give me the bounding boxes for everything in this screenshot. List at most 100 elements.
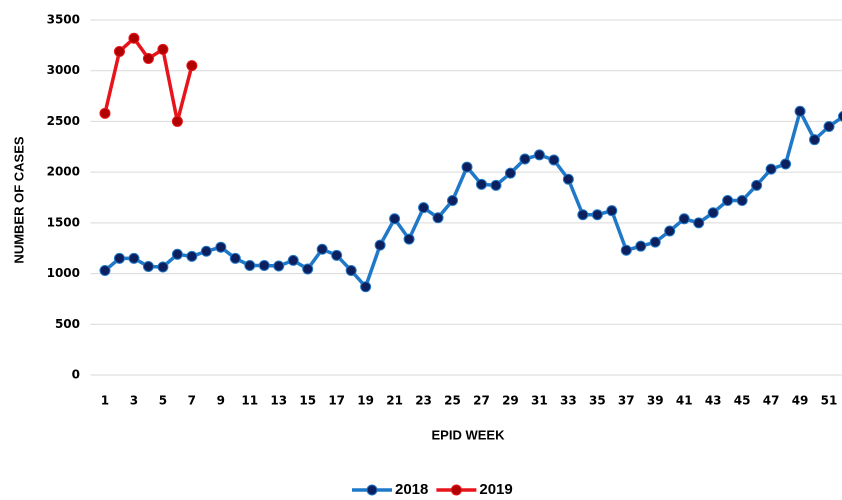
- data-point: [142, 53, 154, 65]
- x-tick-label: 43: [705, 394, 722, 408]
- data-point: [244, 259, 256, 271]
- data-point: [389, 213, 401, 225]
- x-axis-title: EPID WEEK: [432, 427, 506, 442]
- data-point: [533, 149, 545, 161]
- data-point: [345, 265, 357, 277]
- data-point: [765, 163, 777, 175]
- data-point: [751, 179, 763, 191]
- x-tick-label: 3: [130, 394, 138, 408]
- data-point: [200, 245, 212, 257]
- x-tick-label: 45: [734, 394, 751, 408]
- data-point: [722, 195, 734, 207]
- data-point: [128, 252, 140, 264]
- data-point: [475, 178, 487, 190]
- data-point: [99, 107, 111, 119]
- x-tick-label: 13: [270, 394, 287, 408]
- data-point: [113, 252, 125, 264]
- data-point: [113, 45, 125, 57]
- x-tick-label: 31: [531, 394, 548, 408]
- y-tick-label: 3000: [47, 63, 80, 77]
- data-point: [548, 154, 560, 166]
- data-point: [157, 261, 169, 273]
- x-tick-label: 15: [299, 394, 316, 408]
- data-point: [157, 43, 169, 55]
- data-point: [171, 248, 183, 260]
- data-point: [649, 236, 661, 248]
- y-tick-label: 0: [72, 368, 80, 382]
- x-tick-label: 11: [241, 394, 258, 408]
- x-tick-label: 33: [560, 394, 577, 408]
- data-point: [374, 239, 386, 251]
- y-tick-label: 1000: [47, 266, 80, 280]
- data-point: [736, 195, 748, 207]
- data-point: [490, 179, 502, 191]
- data-point: [142, 260, 154, 272]
- x-tick-label: 49: [792, 394, 809, 408]
- data-point: [171, 115, 183, 127]
- x-tick-label: 51: [821, 394, 838, 408]
- data-point: [273, 260, 285, 272]
- data-point: [823, 121, 835, 132]
- data-point: [562, 173, 574, 185]
- x-tick-label: 35: [589, 394, 606, 408]
- x-tick-label: 1: [101, 394, 109, 408]
- data-point: [287, 254, 299, 266]
- y-tick-label: 1500: [47, 215, 80, 229]
- data-point: [418, 202, 430, 214]
- x-tick-label: 21: [386, 394, 403, 408]
- data-point: [403, 233, 415, 245]
- x-tick-label: 19: [357, 394, 374, 408]
- y-tick-label: 2000: [47, 165, 80, 179]
- data-point: [360, 281, 372, 293]
- data-point: [99, 265, 111, 277]
- data-point: [678, 213, 690, 225]
- data-point: [215, 241, 227, 253]
- x-tick-label: 37: [618, 394, 635, 408]
- x-tick-label: 17: [328, 394, 345, 408]
- data-point: [809, 134, 821, 146]
- data-point: [794, 105, 806, 117]
- y-tick-label: 500: [55, 317, 80, 331]
- x-tick-label: 47: [763, 394, 780, 408]
- x-tick-label: 5: [159, 394, 167, 408]
- x-tick-label: 25: [444, 394, 461, 408]
- x-tick-label: 41: [676, 394, 693, 408]
- data-point: [302, 263, 314, 275]
- data-point: [331, 249, 343, 261]
- legend-label: 2018: [395, 481, 428, 498]
- y-tick-label: 3500: [47, 13, 80, 27]
- data-point: [664, 225, 676, 237]
- data-point: [447, 195, 459, 207]
- legend-marker: [366, 484, 378, 496]
- y-axis-title: NUMBER OF CASES: [11, 136, 26, 263]
- data-point: [635, 240, 647, 252]
- data-point: [620, 244, 632, 256]
- legend-label: 2019: [479, 481, 512, 498]
- legend-marker: [450, 484, 462, 496]
- data-point: [504, 167, 516, 179]
- x-tick-label: 29: [502, 394, 519, 408]
- x-tick-label: 27: [473, 394, 490, 408]
- series-line: [103, 106, 842, 291]
- data-point: [519, 153, 531, 165]
- data-point: [577, 209, 589, 221]
- data-point: [780, 158, 792, 170]
- data-point: [128, 32, 140, 44]
- data-point: [838, 111, 842, 122]
- data-point: [186, 250, 198, 262]
- data-point: [258, 259, 270, 271]
- x-tick-label: 7: [188, 394, 196, 408]
- data-point: [707, 207, 719, 219]
- y-tick-label: 2500: [47, 114, 80, 128]
- data-point: [591, 209, 603, 221]
- x-tick-label: 23: [415, 394, 432, 408]
- data-point: [432, 212, 444, 224]
- data-point: [606, 205, 618, 217]
- data-point: [316, 243, 328, 255]
- data-point: [229, 252, 241, 264]
- data-point: [186, 60, 198, 72]
- x-tick-label: 9: [217, 394, 225, 408]
- data-point: [461, 161, 473, 173]
- data-point: [693, 217, 705, 229]
